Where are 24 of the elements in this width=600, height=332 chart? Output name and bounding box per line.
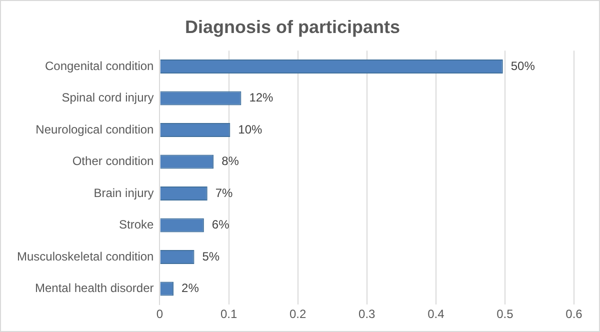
y-tick-label: Brain injury <box>94 186 154 200</box>
y-tick-label: Musculoskeletal condition <box>16 249 154 264</box>
y-tick-label: Congenital condition <box>44 58 154 73</box>
y-tick-label: Spinal cord injury <box>62 90 154 105</box>
x-tick-label: 0.2 <box>289 307 306 322</box>
data-label: 10% <box>238 122 263 136</box>
data-label: 50% <box>510 58 536 73</box>
x-tick-label: 0 <box>156 307 164 322</box>
x-tick-label: 0.3 <box>358 307 376 322</box>
data-label: 2% <box>182 281 200 296</box>
y-tick-label: Stroke <box>119 218 154 232</box>
x-tick-label: 0.6 <box>566 307 583 322</box>
y-tick-label: Other condition <box>72 154 154 168</box>
x-tick-label: 0.4 <box>428 307 445 322</box>
x-tick-label: 0.1 <box>220 307 238 322</box>
data-label: 12% <box>249 90 274 105</box>
x-tick-label: 0.5 <box>496 307 514 322</box>
y-tick-label: Neurological condition <box>36 122 154 136</box>
data-label: 6% <box>212 218 230 232</box>
y-tick-label: Mental health disorder <box>35 281 154 296</box>
data-label: 8% <box>222 154 240 168</box>
chart-title: Diagnosis of participants <box>184 16 400 37</box>
data-label: 7% <box>215 186 234 200</box>
data-label: 5% <box>202 249 220 264</box>
